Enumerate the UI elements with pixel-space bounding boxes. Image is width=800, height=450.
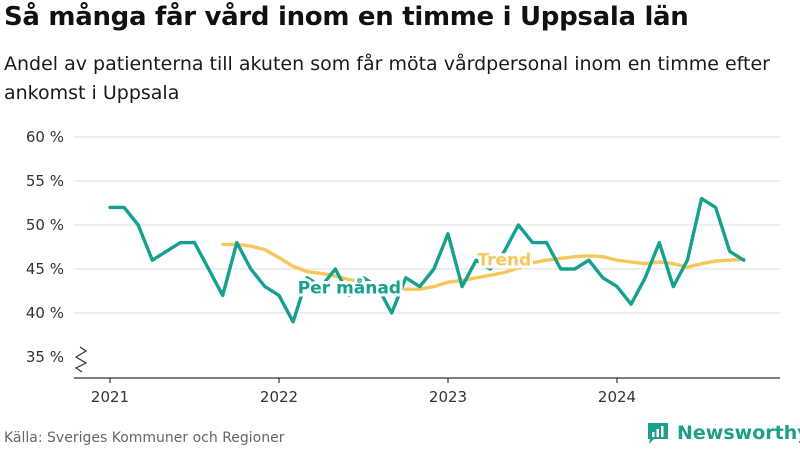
y-tick-label: 35 % xyxy=(26,348,64,366)
source-note: Källa: Sveriges Kommuner och Regioner xyxy=(4,430,285,446)
x-tick-label: 2024 xyxy=(598,388,636,406)
chart-subtitle: Andel av patienterna till akuten som får… xyxy=(4,53,770,104)
axis-break-icon xyxy=(74,346,88,373)
series-line-per-manad xyxy=(108,196,746,324)
y-tick-label: 45 % xyxy=(26,260,64,278)
series-line-trend xyxy=(220,242,746,291)
x-tick-label: 2022 xyxy=(260,388,298,406)
line-chart: 35 % 40 % 45 % 50 % 55 % 60 % 2021 2022 2023 2024… xyxy=(26,128,780,406)
series-layer xyxy=(108,196,746,324)
x-tick-label: 2021 xyxy=(91,388,129,406)
brand-logo: Newsworthy xyxy=(645,419,800,447)
series-label-trend: Trend xyxy=(477,250,531,270)
y-tick-label: 40 % xyxy=(26,304,64,322)
y-tick-label: 50 % xyxy=(26,216,64,234)
grid-layer xyxy=(74,136,780,314)
axis-layer: 35 % 40 % 45 % 50 % 55 % 60 % 2021 2022 2023 2024 xyxy=(26,128,780,406)
newsworthy-logo-icon xyxy=(648,423,668,444)
y-tick-label: 55 % xyxy=(26,172,64,190)
chart-title: Så många får vård inom en timme i Uppsal… xyxy=(4,2,689,32)
y-tick-label: 60 % xyxy=(26,128,64,146)
brand-name: Newsworthy xyxy=(677,422,800,444)
label-layer: Per månad Trend xyxy=(295,247,534,301)
x-tick-label: 2023 xyxy=(429,388,467,406)
series-label-per-manad: Per månad xyxy=(298,277,401,299)
